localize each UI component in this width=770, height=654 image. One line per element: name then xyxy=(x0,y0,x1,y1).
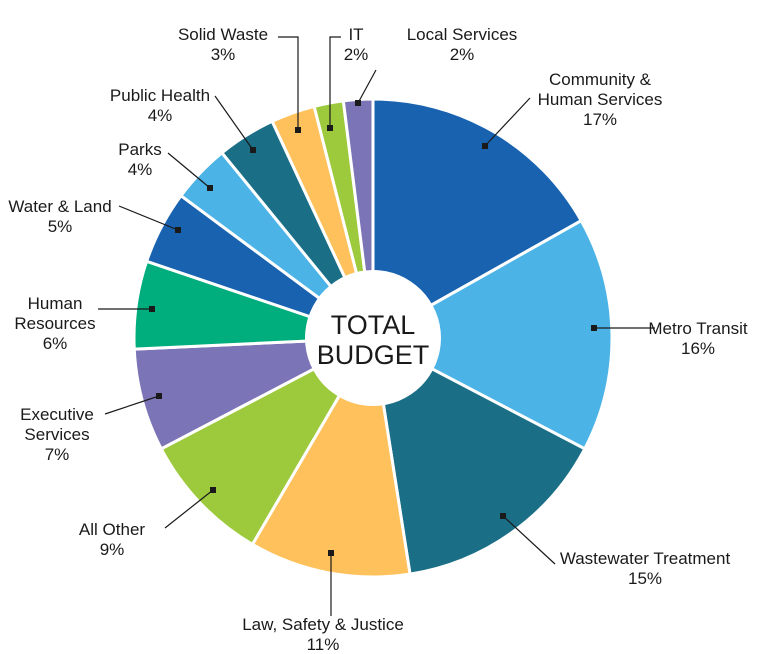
leader-line-parks xyxy=(167,152,211,189)
leader-marker-parks xyxy=(207,185,213,191)
slice-label-local-services-line-1: Local Services xyxy=(407,25,518,44)
leader-marker-wastewater-treatment xyxy=(500,513,506,519)
slice-label-community-and-human-services-line-2: Human Services xyxy=(538,90,663,109)
leader-marker-public-health xyxy=(250,147,256,153)
center-label-line-1: TOTAL xyxy=(331,310,416,340)
center-label-line-2: BUDGET xyxy=(317,340,430,370)
leader-line-solid-waste xyxy=(278,36,299,130)
slice-label-parks-line-1: Parks xyxy=(118,140,161,159)
slice-label-law-safety-and-justice-line-1: Law, Safety & Justice xyxy=(242,615,404,634)
slice-wastewater-treatment xyxy=(371,335,587,576)
leader-line-all-other xyxy=(164,489,214,529)
slice-label-water-and-land-line-1: Water & Land xyxy=(8,197,111,216)
slice-label-human-resources-line-2: Resources xyxy=(14,314,95,333)
leader-marker-water-and-land xyxy=(175,227,181,233)
slice-percent-water-and-land: 5% xyxy=(48,217,73,236)
slice-label-metro-transit-line-1: Metro Transit xyxy=(648,319,747,338)
slice-label-wastewater-treatment-line-1: Wastewater Treatment xyxy=(560,549,731,568)
slice-percent-parks: 4% xyxy=(128,160,153,179)
leader-line-public-health xyxy=(214,95,254,151)
slice-label-executive-services-line-2: Services xyxy=(24,425,89,444)
slice-label-human-resources-line-1: Human xyxy=(28,294,83,313)
leader-marker-community-and-human-services xyxy=(482,143,488,149)
slice-percent-public-health: 4% xyxy=(148,106,173,125)
leader-marker-solid-waste xyxy=(295,127,301,133)
leader-marker-local-services xyxy=(355,100,361,106)
leader-line-executive-services xyxy=(104,395,160,415)
slice-label-it-line-1: IT xyxy=(348,25,363,44)
slice-label-executive-services-line-1: Executive xyxy=(20,405,94,424)
slice-metro-transit xyxy=(369,218,614,451)
leader-marker-metro-transit xyxy=(591,325,597,331)
leader-line-water-and-land xyxy=(118,205,179,231)
leader-marker-human-resources xyxy=(149,306,155,312)
center-hole xyxy=(305,270,441,406)
leader-marker-law-safety-and-justice xyxy=(328,550,334,556)
slice-percent-solid-waste: 3% xyxy=(211,45,236,64)
leader-marker-all-other xyxy=(210,487,216,493)
slice-community-and-human-services xyxy=(371,97,584,341)
slice-label-public-health-line-1: Public Health xyxy=(110,86,210,105)
leader-line-community-and-human-services xyxy=(484,97,531,147)
slice-label-community-and-human-services-line-1: Community & xyxy=(549,70,652,89)
leader-line-wastewater-treatment xyxy=(502,515,556,565)
slice-percent-community-and-human-services: 17% xyxy=(583,110,617,129)
leader-lines xyxy=(98,36,655,616)
slice-percent-it: 2% xyxy=(344,45,369,64)
slice-percent-executive-services: 7% xyxy=(45,445,70,464)
slice-percent-law-safety-and-justice: 11% xyxy=(307,635,340,654)
leader-marker-it xyxy=(327,125,333,131)
slice-percent-human-resources: 6% xyxy=(43,334,68,353)
leader-line-it xyxy=(329,36,341,128)
leader-line-local-services xyxy=(357,69,377,104)
slice-percent-all-other: 9% xyxy=(100,540,125,559)
slice-label-all-other-line-1: All Other xyxy=(79,520,145,539)
slice-label-solid-waste-line-1: Solid Waste xyxy=(178,25,268,44)
slice-percent-local-services: 2% xyxy=(450,45,475,64)
leader-marker-executive-services xyxy=(156,393,162,399)
slice-percent-metro-transit: 16% xyxy=(681,339,715,358)
slice-percent-wastewater-treatment: 15% xyxy=(628,569,662,588)
